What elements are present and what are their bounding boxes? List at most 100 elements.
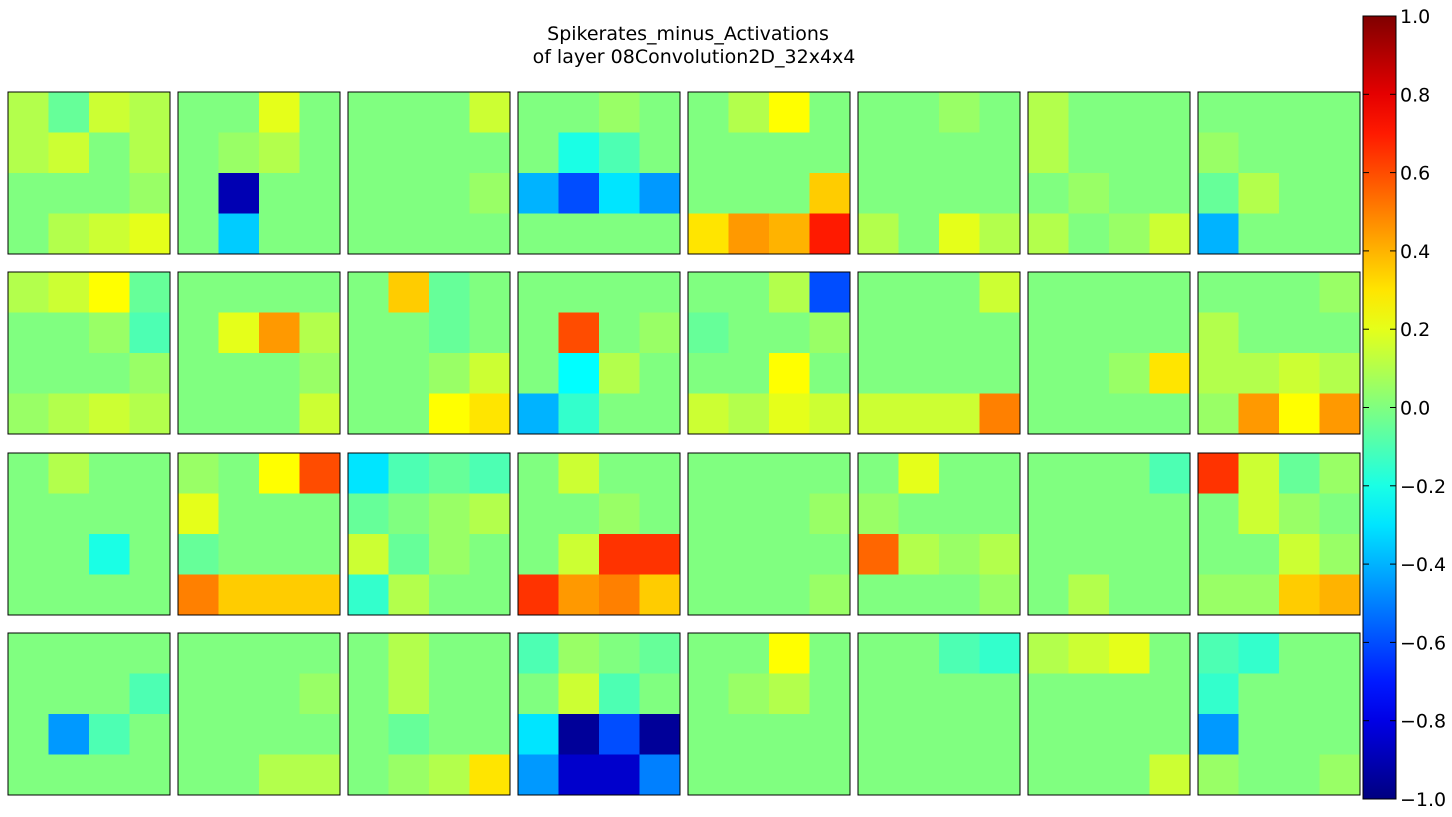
heatmap-cell [48, 92, 90, 133]
heatmap-cell [898, 493, 940, 535]
heatmap-cell [518, 92, 559, 133]
heatmap-panel [1197, 91, 1361, 255]
heatmap-cell [1198, 312, 1239, 354]
heatmap-cell [48, 312, 90, 354]
heatmap-cell [48, 393, 90, 435]
heatmap-cell [1028, 673, 1069, 715]
heatmap-cell [1068, 453, 1110, 494]
colorbar-tick-label: 0.8 [1400, 84, 1430, 106]
heatmap-cell [639, 534, 681, 575]
heatmap-cell [639, 173, 681, 214]
heatmap-cell [218, 92, 260, 133]
heatmap-cell [858, 534, 899, 575]
heatmap-cell [1238, 173, 1280, 214]
heatmap-cell [688, 92, 729, 133]
panel-frame [347, 271, 511, 435]
heatmap-cell [858, 633, 899, 674]
heatmap-cell [1149, 714, 1191, 755]
heatmap-cell [48, 213, 90, 255]
heatmap-cell [1109, 673, 1150, 715]
colorbar-tick-label: 0.2 [1400, 319, 1430, 341]
heatmap-cell [388, 213, 430, 255]
heatmap-cell [129, 393, 171, 435]
heatmap-cell [1279, 173, 1320, 214]
heatmap-cell [728, 673, 770, 715]
heatmap-cell [129, 534, 171, 575]
heatmap-cell [898, 132, 940, 174]
panel-frame [177, 91, 341, 255]
heatmap-cell [979, 353, 1021, 394]
heatmap-cell [639, 673, 681, 715]
panel-frame [687, 452, 851, 616]
heatmap-cell [558, 574, 600, 616]
heatmap-cell [1198, 714, 1239, 755]
heatmap-cell [639, 714, 681, 755]
heatmap-cell [939, 92, 980, 133]
heatmap-cell [129, 453, 171, 494]
heatmap-cell [809, 92, 851, 133]
heatmap-cell [1238, 574, 1280, 616]
heatmap-cell [858, 673, 899, 715]
heatmap-cell [1279, 493, 1320, 535]
heatmap-cell [469, 272, 511, 313]
heatmap-cell [1068, 353, 1110, 394]
heatmap-cell [89, 213, 130, 255]
heatmap-cell [218, 493, 260, 535]
heatmap-cell [769, 92, 810, 133]
heatmap-cell [259, 574, 300, 616]
heatmap-cell [769, 574, 810, 616]
heatmap-cell [1319, 714, 1361, 755]
heatmap-cell [89, 173, 130, 214]
heatmap-cell [769, 173, 810, 214]
heatmap-cell [129, 353, 171, 394]
heatmap-cell [769, 633, 810, 674]
heatmap-cell [299, 132, 341, 174]
heatmap-cell [1279, 574, 1320, 616]
heatmap-cell [48, 493, 90, 535]
heatmap-cell [769, 393, 810, 435]
heatmap-cell [1028, 714, 1069, 755]
heatmap-cell [348, 574, 389, 616]
heatmap-cell [1028, 754, 1069, 796]
heatmap-cell [979, 312, 1021, 354]
heatmap-cell [1028, 493, 1069, 535]
heatmap-cell [769, 353, 810, 394]
panel-frame [1027, 271, 1191, 435]
heatmap-cell [558, 393, 600, 435]
heatmap-cell [1319, 132, 1361, 174]
heatmap-cell [429, 272, 470, 313]
heatmap-cell [259, 453, 300, 494]
heatmap-cell [1238, 213, 1280, 255]
heatmap-cell [129, 132, 171, 174]
panel-frame [1027, 91, 1191, 255]
heatmap-cell [469, 453, 511, 494]
heatmap-cell [939, 213, 980, 255]
heatmap-panel [177, 632, 341, 796]
heatmap-cell [1198, 272, 1239, 313]
heatmap-cell [688, 754, 729, 796]
heatmap-cell [8, 213, 49, 255]
heatmap-cell [1109, 213, 1150, 255]
heatmap-cell [809, 633, 851, 674]
heatmap-cell [769, 453, 810, 494]
heatmap-cell [1238, 754, 1280, 796]
heatmap-cell [388, 754, 430, 796]
heatmap-cell [1198, 213, 1239, 255]
heatmap-cell [1279, 754, 1320, 796]
heatmap-cell [388, 493, 430, 535]
heatmap-cell [1109, 453, 1150, 494]
heatmap-cell [259, 393, 300, 435]
heatmap-cell [469, 132, 511, 174]
heatmap-cell [1238, 493, 1280, 535]
heatmap-cell [469, 633, 511, 674]
heatmap-cell [688, 272, 729, 313]
heatmap-panel [1027, 632, 1191, 796]
heatmap-cell [1109, 574, 1150, 616]
heatmap-cell [1198, 353, 1239, 394]
heatmap-cell [809, 453, 851, 494]
heatmap-cell [1279, 453, 1320, 494]
heatmap-cell [178, 173, 219, 214]
heatmap-cell [939, 633, 980, 674]
panel-frame [7, 91, 171, 255]
heatmap-cell [259, 633, 300, 674]
